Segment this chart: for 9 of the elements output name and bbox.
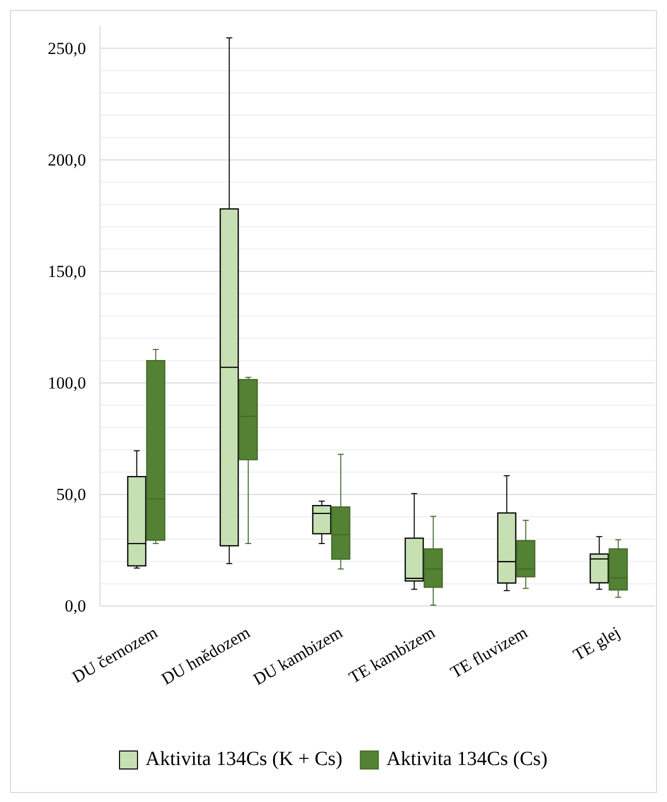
legend-label: Aktivita 134Cs (K + Cs) bbox=[146, 748, 342, 770]
y-tick-label: 0,0 bbox=[64, 596, 86, 616]
y-tick-label: 200,0 bbox=[48, 150, 86, 170]
y-tick-label: 50,0 bbox=[56, 484, 86, 504]
x-tick-label: TE glej bbox=[570, 622, 624, 664]
y-tick-label: 250,0 bbox=[48, 38, 86, 58]
y-tick-label: 100,0 bbox=[48, 373, 86, 392]
legend-label: Aktivita 134Cs (Cs) bbox=[386, 748, 548, 770]
y-tick-label: 150,0 bbox=[48, 262, 86, 281]
